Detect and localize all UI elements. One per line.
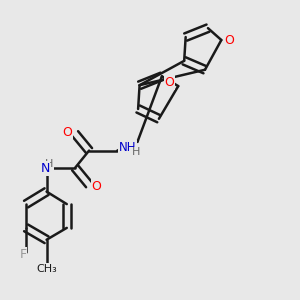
Text: O: O	[92, 180, 101, 193]
Text: O: O	[164, 76, 174, 89]
Text: O: O	[224, 34, 234, 46]
Text: H: H	[45, 159, 54, 169]
Text: F: F	[20, 248, 27, 261]
Text: H: H	[131, 147, 140, 157]
Text: CH₃: CH₃	[36, 264, 57, 274]
Text: O: O	[63, 126, 73, 139]
Text: N: N	[40, 162, 50, 175]
Text: NH: NH	[119, 140, 136, 154]
